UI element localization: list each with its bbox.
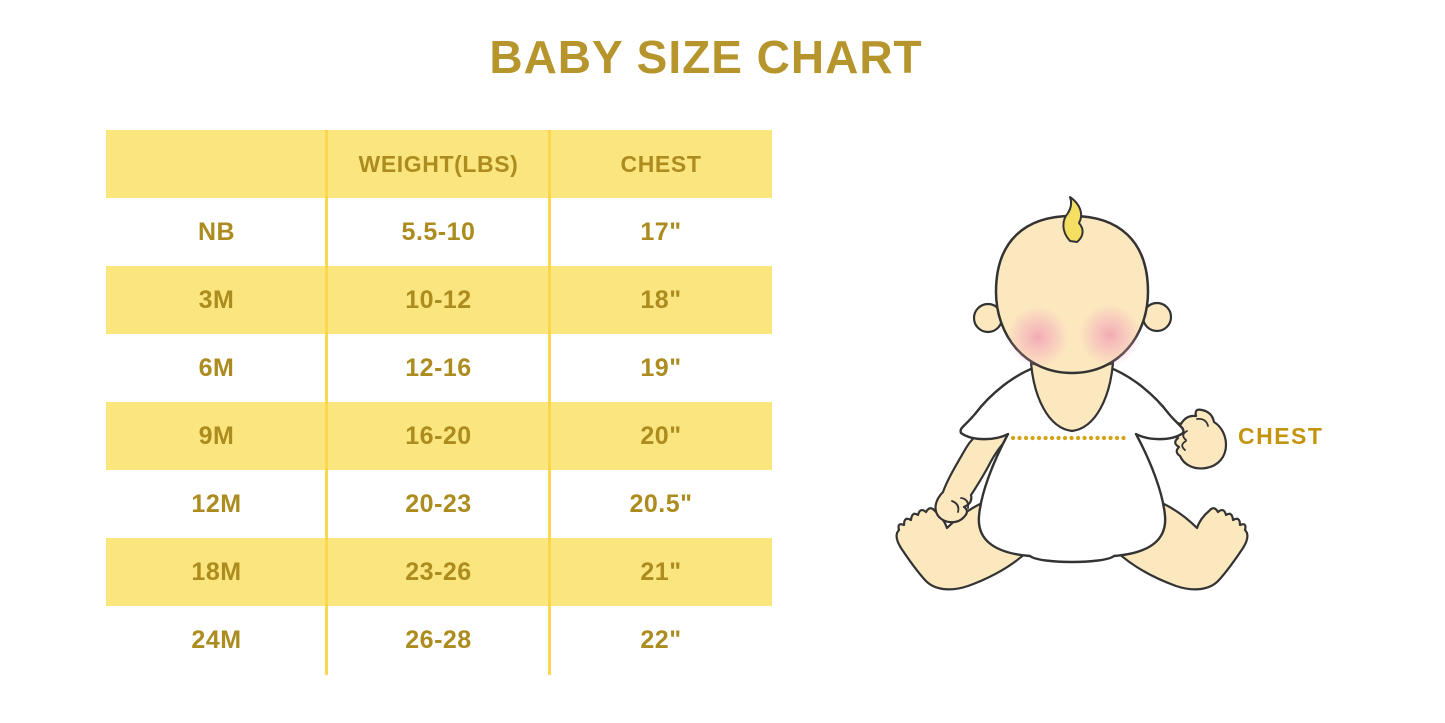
size-cell: 9M	[198, 421, 235, 450]
size-cell: 18M	[191, 557, 242, 586]
weight-cell: 5.5-10	[401, 217, 476, 246]
size-cell: 12M	[191, 489, 242, 518]
chest-cell: 17"	[640, 217, 682, 246]
size-cell: 6M	[198, 353, 235, 382]
chest-cell: 22"	[640, 625, 682, 654]
baby-hair-curl	[1062, 196, 1084, 243]
weight-cell: 10-12	[405, 285, 472, 314]
size-table: WEIGHT(LBS) CHEST NB 5.5-10 17" 3M 10-12…	[106, 130, 772, 675]
baby-left-leg	[895, 499, 1030, 591]
column-divider	[548, 130, 551, 675]
chest-cell: 20"	[640, 421, 682, 450]
chest-cell: 20.5"	[629, 489, 693, 518]
table-row: 3M 10-12 18"	[106, 266, 772, 334]
weight-cell: 20-23	[405, 489, 472, 518]
chest-cell: 19"	[640, 353, 682, 382]
baby-right-arm	[1136, 402, 1228, 470]
baby-right-cheek	[1079, 304, 1141, 366]
chest-column-header: CHEST	[620, 150, 702, 177]
table-row: 6M 12-16 19"	[106, 334, 772, 402]
weight-cell: 16-20	[405, 421, 472, 450]
weight-cell: 26-28	[405, 625, 472, 654]
baby-right-leg	[1114, 499, 1249, 591]
table-row: 9M 16-20 20"	[106, 402, 772, 470]
table-row: 24M 26-28 22"	[106, 606, 772, 674]
size-cell: NB	[197, 217, 236, 246]
weight-column-header: WEIGHT(LBS)	[358, 150, 519, 177]
baby-body-shirt	[959, 361, 1185, 564]
chest-label: CHEST	[1238, 423, 1324, 449]
weight-cell: 23-26	[405, 557, 472, 586]
chest-cell: 18"	[640, 285, 682, 314]
right-fist-finger-lines	[1181, 417, 1209, 451]
baby-left-arm	[934, 416, 1014, 524]
column-divider	[325, 130, 328, 675]
baby-neck	[1029, 361, 1115, 433]
size-cell: 3M	[198, 285, 235, 314]
page-title: BABY SIZE CHART	[489, 31, 923, 83]
table-header-row: WEIGHT(LBS) CHEST	[106, 130, 772, 198]
chest-cell: 21"	[640, 557, 682, 586]
table-row: 18M 23-26 21"	[106, 538, 772, 606]
baby-left-cheek	[1007, 306, 1069, 368]
table-row: 12M 20-23 20.5"	[106, 470, 772, 538]
baby-left-ear	[972, 302, 1004, 334]
baby-illustration	[895, 196, 1249, 591]
baby-right-ear	[1141, 301, 1173, 333]
size-cell: 24M	[191, 625, 242, 654]
baby-head	[994, 214, 1150, 375]
weight-cell: 12-16	[405, 353, 472, 382]
left-hand-finger-lines	[951, 497, 970, 513]
table-row: NB 5.5-10 17"	[106, 198, 772, 266]
